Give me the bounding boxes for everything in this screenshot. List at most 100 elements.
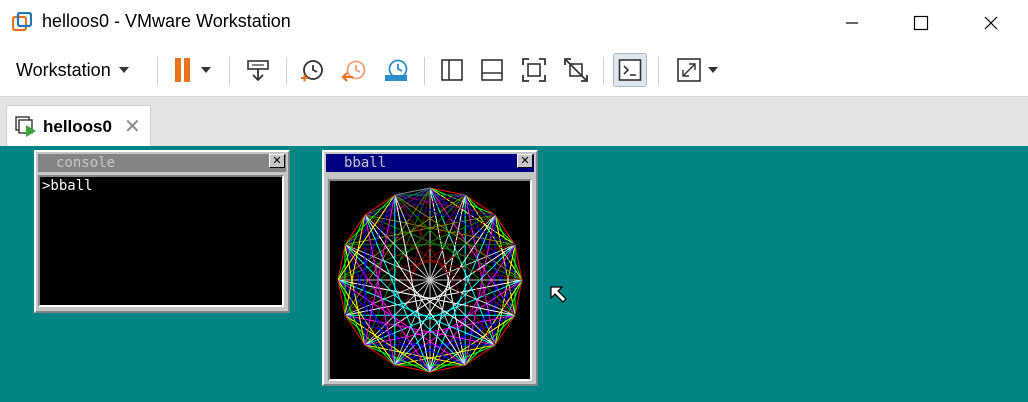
- bball-line: [429, 187, 466, 366]
- bball-line: [344, 314, 366, 346]
- workstation-menu[interactable]: Workstation: [10, 55, 135, 85]
- chevron-down-icon: [118, 67, 129, 73]
- bball-line: [344, 244, 366, 346]
- console-text-area[interactable]: >bball: [38, 175, 284, 307]
- bball-line: [494, 214, 516, 246]
- close-icon[interactable]: ✕: [123, 115, 141, 138]
- vmware-icon: [12, 12, 32, 32]
- snapshot-revert-icon: [341, 60, 366, 82]
- workstation-menu-label: Workstation: [16, 59, 111, 80]
- bball-line: [514, 279, 523, 316]
- unity-button[interactable]: [560, 55, 592, 85]
- bball-line: [429, 187, 466, 196]
- console-view-button[interactable]: [613, 53, 647, 87]
- chevron-down-icon: [201, 67, 211, 73]
- guest-screen[interactable]: console ✕ >bball bball ✕: [0, 146, 1028, 402]
- bball-line: [394, 214, 496, 366]
- bball-line: [429, 314, 516, 373]
- bball-window[interactable]: bball ✕: [322, 150, 538, 386]
- bball-line: [394, 194, 496, 216]
- pause-icon: [175, 58, 190, 82]
- console-prompt-line: >bball: [42, 178, 93, 194]
- bball-line: [494, 214, 516, 316]
- show-thumbnail-bar-button[interactable]: [476, 55, 508, 85]
- maximize-icon: [913, 15, 929, 31]
- bball-line: [394, 364, 431, 373]
- bball-line: [464, 194, 523, 281]
- bball-line: [364, 194, 466, 216]
- bball-line: [364, 214, 523, 281]
- show-library-button[interactable]: [436, 55, 468, 85]
- bball-line: [344, 244, 496, 346]
- bball-line: [364, 194, 396, 346]
- bball-line: [344, 279, 523, 316]
- full-screen-icon: [522, 58, 546, 82]
- console-window-title: console: [56, 155, 116, 171]
- bball-line: [429, 187, 516, 246]
- toolbar-separator: [157, 57, 158, 85]
- send-ctrl-alt-del-icon: [247, 60, 269, 82]
- send-ctrl-alt-del-button[interactable]: [242, 55, 274, 85]
- stretch-guest-button[interactable]: [670, 55, 724, 85]
- close-icon[interactable]: ✕: [517, 154, 533, 168]
- bball-line: [344, 314, 431, 373]
- bball-line: [394, 187, 431, 196]
- bball-line: [364, 194, 396, 216]
- bball-line: [337, 244, 516, 281]
- pause-button[interactable]: [166, 55, 218, 85]
- bball-line: [364, 214, 466, 366]
- bball-line: [394, 194, 466, 366]
- minimize-icon: [846, 22, 858, 24]
- window-title: helloos0 - VMware Workstation: [42, 11, 291, 31]
- close-icon[interactable]: ✕: [269, 154, 285, 168]
- bball-line: [337, 244, 346, 281]
- bball-line: [364, 344, 396, 366]
- console-window-titlebar[interactable]: console: [38, 154, 286, 172]
- bball-line: [344, 314, 396, 366]
- bball-line: [337, 279, 466, 366]
- take-snapshot-button[interactable]: [296, 55, 328, 85]
- close-window-button[interactable]: [968, 0, 1014, 46]
- bball-line: [464, 194, 496, 216]
- bball-line: [394, 194, 516, 316]
- vm-tab-strip: helloos0 ✕: [0, 96, 1028, 147]
- minimize-button[interactable]: [829, 0, 875, 46]
- bball-line: [344, 244, 523, 281]
- bball-line: [364, 214, 396, 366]
- tab-helloos0[interactable]: helloos0 ✕: [6, 105, 151, 147]
- bball-line: [394, 194, 496, 346]
- bball-lines: [337, 187, 523, 373]
- bball-line: [337, 279, 396, 366]
- bball-window-titlebar[interactable]: bball: [326, 154, 534, 172]
- console-window[interactable]: console ✕ >bball: [34, 150, 290, 313]
- bball-line: [364, 344, 466, 366]
- bball-line: [344, 244, 431, 373]
- bball-line: [464, 279, 523, 366]
- revert-snapshot-button[interactable]: [338, 55, 370, 85]
- full-screen-button[interactable]: [518, 55, 550, 85]
- bball-line: [429, 364, 466, 373]
- bball-line: [344, 187, 431, 246]
- arrow-cursor-icon: [550, 286, 567, 303]
- bball-line: [364, 344, 431, 373]
- bball-line: [394, 194, 516, 246]
- bball-line: [364, 214, 516, 316]
- bball-line-drawing: [337, 187, 523, 373]
- bball-line: [337, 279, 366, 346]
- toolbar-separator: [424, 57, 425, 85]
- bball-line: [344, 214, 366, 316]
- vm-tab-icon: [15, 115, 36, 137]
- toolbar-separator: [658, 57, 659, 85]
- toolbar-separator: [286, 57, 287, 85]
- bball-line: [494, 244, 516, 346]
- bball-line: [364, 244, 516, 346]
- bball-line: [394, 194, 523, 281]
- bball-line: [344, 194, 396, 316]
- maximize-button[interactable]: [898, 0, 944, 46]
- console-view-icon: [618, 59, 642, 81]
- bball-line: [514, 244, 523, 281]
- snapshot-manager-button[interactable]: [380, 55, 412, 85]
- bball-line: [394, 187, 431, 366]
- bball-line: [494, 314, 516, 346]
- bball-line: [337, 279, 516, 316]
